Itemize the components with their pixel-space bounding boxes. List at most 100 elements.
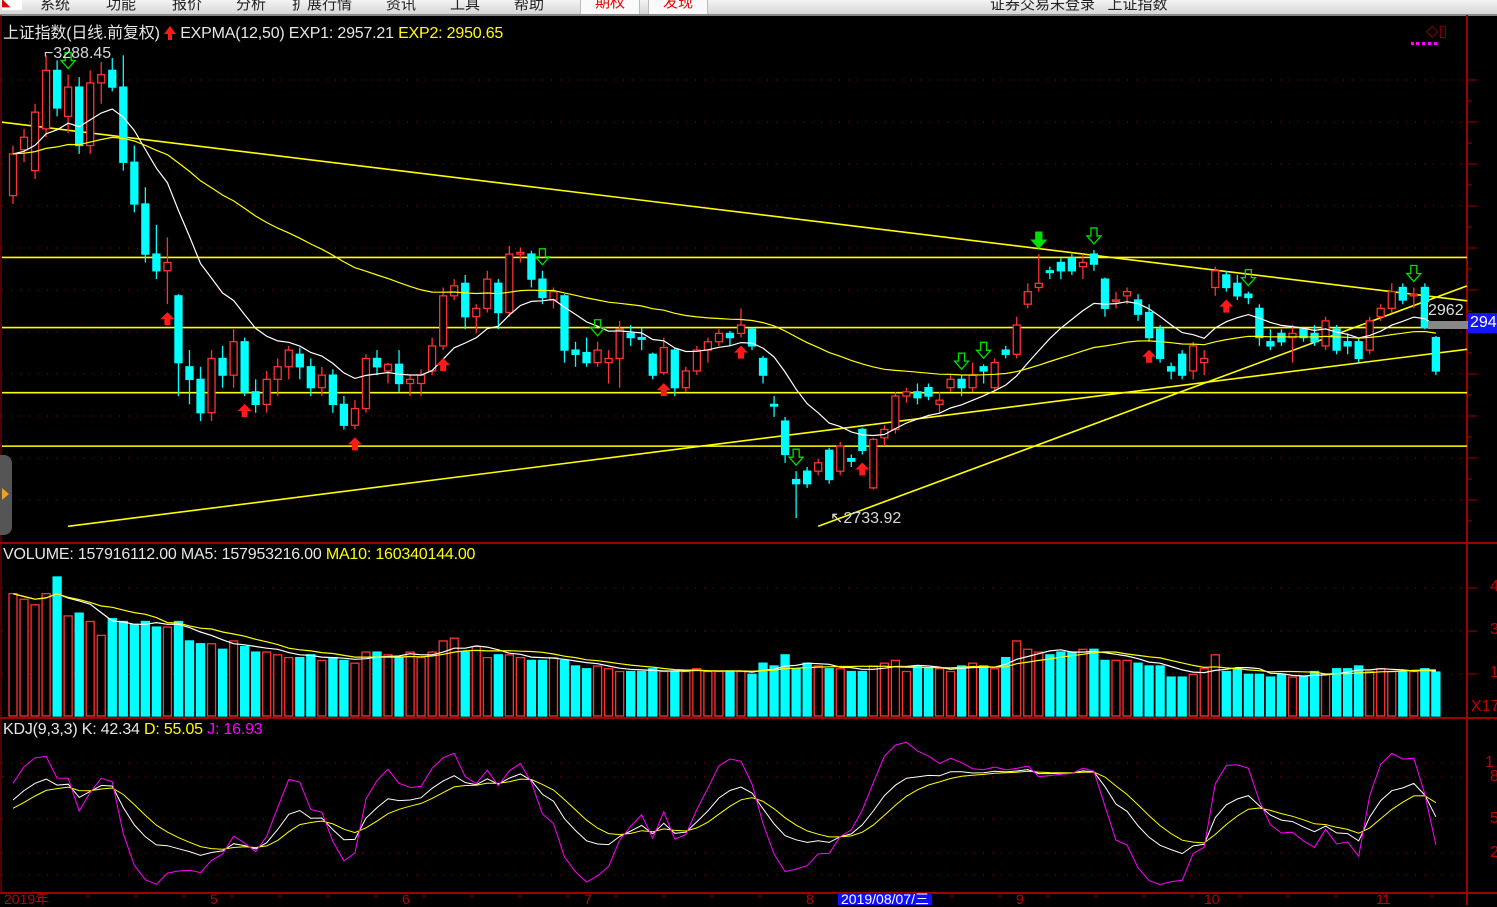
sell-signal-arrow-icon — [953, 352, 971, 371]
exp1-value: EXP1: 2957.21 — [288, 25, 394, 42]
candle-down — [218, 357, 227, 376]
window-icon[interactable]: ▯ — [1438, 23, 1448, 40]
volume-bar-up — [85, 620, 95, 717]
menu-system[interactable]: 系统 — [40, 0, 71, 13]
volume-bar-down — [52, 576, 62, 717]
volume-bar-up — [317, 659, 327, 717]
volume-bar-down — [1155, 665, 1165, 717]
candle-down — [1167, 366, 1176, 372]
volume-bar-down — [923, 668, 934, 717]
volume-bar-up — [990, 668, 1000, 717]
volume-bar-up — [692, 668, 702, 717]
menu-quote[interactable]: 报价 — [172, 0, 203, 13]
volume-bar-down — [537, 659, 548, 717]
volume-bar-down — [559, 659, 570, 717]
volume-bar-up — [1287, 676, 1298, 717]
menu-analysis[interactable]: 分析 — [236, 0, 267, 13]
buy-signal-arrow-icon — [855, 462, 870, 476]
volume-bar-down — [526, 659, 537, 717]
candle-down — [858, 428, 867, 451]
buy-signal-arrow-icon — [656, 383, 671, 397]
volume-bar-down — [626, 670, 636, 717]
volume-bar-down — [758, 662, 768, 717]
menu-news[interactable]: 资讯 — [386, 0, 417, 13]
volume-bar-down — [581, 668, 592, 717]
candle-down — [1089, 253, 1099, 265]
corner-tools: ◇▯ — [1426, 21, 1447, 41]
candle-up — [317, 374, 326, 389]
volume-legend: VOLUME: 157916112.00 MA5: 157953216.00 M… — [3, 546, 475, 564]
candle-down — [141, 203, 150, 255]
candle-up — [30, 111, 40, 172]
candle-down — [582, 351, 591, 364]
candle-up — [814, 462, 823, 472]
volume-bar-up — [603, 668, 614, 717]
candle-up — [350, 407, 360, 426]
candle-down — [1332, 328, 1341, 351]
candle-up — [1078, 261, 1088, 268]
volume-bar-up — [1111, 659, 1121, 717]
menu-help[interactable]: 帮助 — [514, 0, 545, 13]
x-axis-label: 8 — [806, 891, 814, 907]
volume-bar-up — [1376, 668, 1386, 717]
exp2-value: EXP2: 2950.65 — [398, 25, 504, 42]
x-axis-label: 10 — [1204, 891, 1220, 907]
volume-bar-up — [592, 665, 603, 717]
diamond-icon[interactable]: ◇ — [1426, 23, 1439, 40]
candle-up — [361, 357, 371, 410]
x-axis-label: 11 — [1376, 891, 1391, 907]
candle-up — [516, 251, 525, 255]
options-button[interactable]: 期权 — [580, 0, 640, 14]
volume-bar-up — [1199, 668, 1209, 717]
volume-bar-down — [1254, 673, 1265, 717]
volume-bar-down — [802, 662, 812, 717]
candle-up — [935, 399, 944, 406]
volume-bar-down — [1265, 676, 1276, 717]
kdj-axis-label: 8 — [1490, 768, 1497, 785]
volume-bar-down — [1354, 665, 1364, 717]
volume-bar-down — [129, 623, 139, 717]
volume-bar-down — [780, 654, 790, 717]
more-dots-icon[interactable] — [1411, 42, 1437, 48]
volume-bar-down — [1420, 668, 1430, 717]
candle-down — [725, 332, 735, 339]
discover-button[interactable]: 发现 — [648, 0, 708, 14]
candle-up — [1023, 291, 1032, 305]
volume-bar-down — [339, 659, 349, 717]
candle-down — [1144, 311, 1154, 339]
menu-extended-quote[interactable]: 扩展行情 — [292, 0, 353, 13]
low-price-value: 2733.92 — [843, 510, 902, 527]
candle-up — [262, 378, 271, 406]
candle-down — [648, 353, 657, 376]
volume-bar-up — [1122, 659, 1132, 717]
volume-bar-down — [1166, 676, 1176, 717]
x-axis-label: 5 — [210, 891, 218, 907]
candle-down — [1155, 328, 1165, 360]
candle-up — [284, 349, 293, 368]
candle-down — [538, 278, 547, 299]
up-arrow-icon — [163, 26, 176, 40]
volume-bar-up — [659, 670, 669, 717]
candle-up — [1111, 299, 1121, 303]
sell-signal-arrow-icon — [59, 51, 77, 70]
candle-up — [1211, 270, 1220, 289]
candle-down — [913, 391, 922, 399]
candle-up — [163, 261, 172, 272]
candle-down — [1222, 274, 1231, 289]
volume-bar-up — [482, 656, 492, 717]
buy-signal-arrow-icon — [733, 345, 748, 359]
volume-bar-down — [1100, 659, 1110, 717]
menu-tools[interactable]: 工具 — [450, 0, 481, 13]
candle-down — [527, 253, 536, 280]
volume-bar-down — [251, 651, 261, 717]
sell-signal-arrow-icon — [975, 341, 993, 360]
candle-down — [1354, 341, 1363, 360]
menu-function[interactable]: 功能 — [106, 0, 137, 13]
volume-axis-label: 1 — [1490, 664, 1497, 681]
volume-bar-up — [703, 670, 713, 717]
candle-up — [1288, 332, 1297, 339]
candle-down — [1299, 328, 1308, 339]
side-panel-toggle[interactable] — [0, 455, 12, 535]
candle-down — [306, 366, 315, 389]
